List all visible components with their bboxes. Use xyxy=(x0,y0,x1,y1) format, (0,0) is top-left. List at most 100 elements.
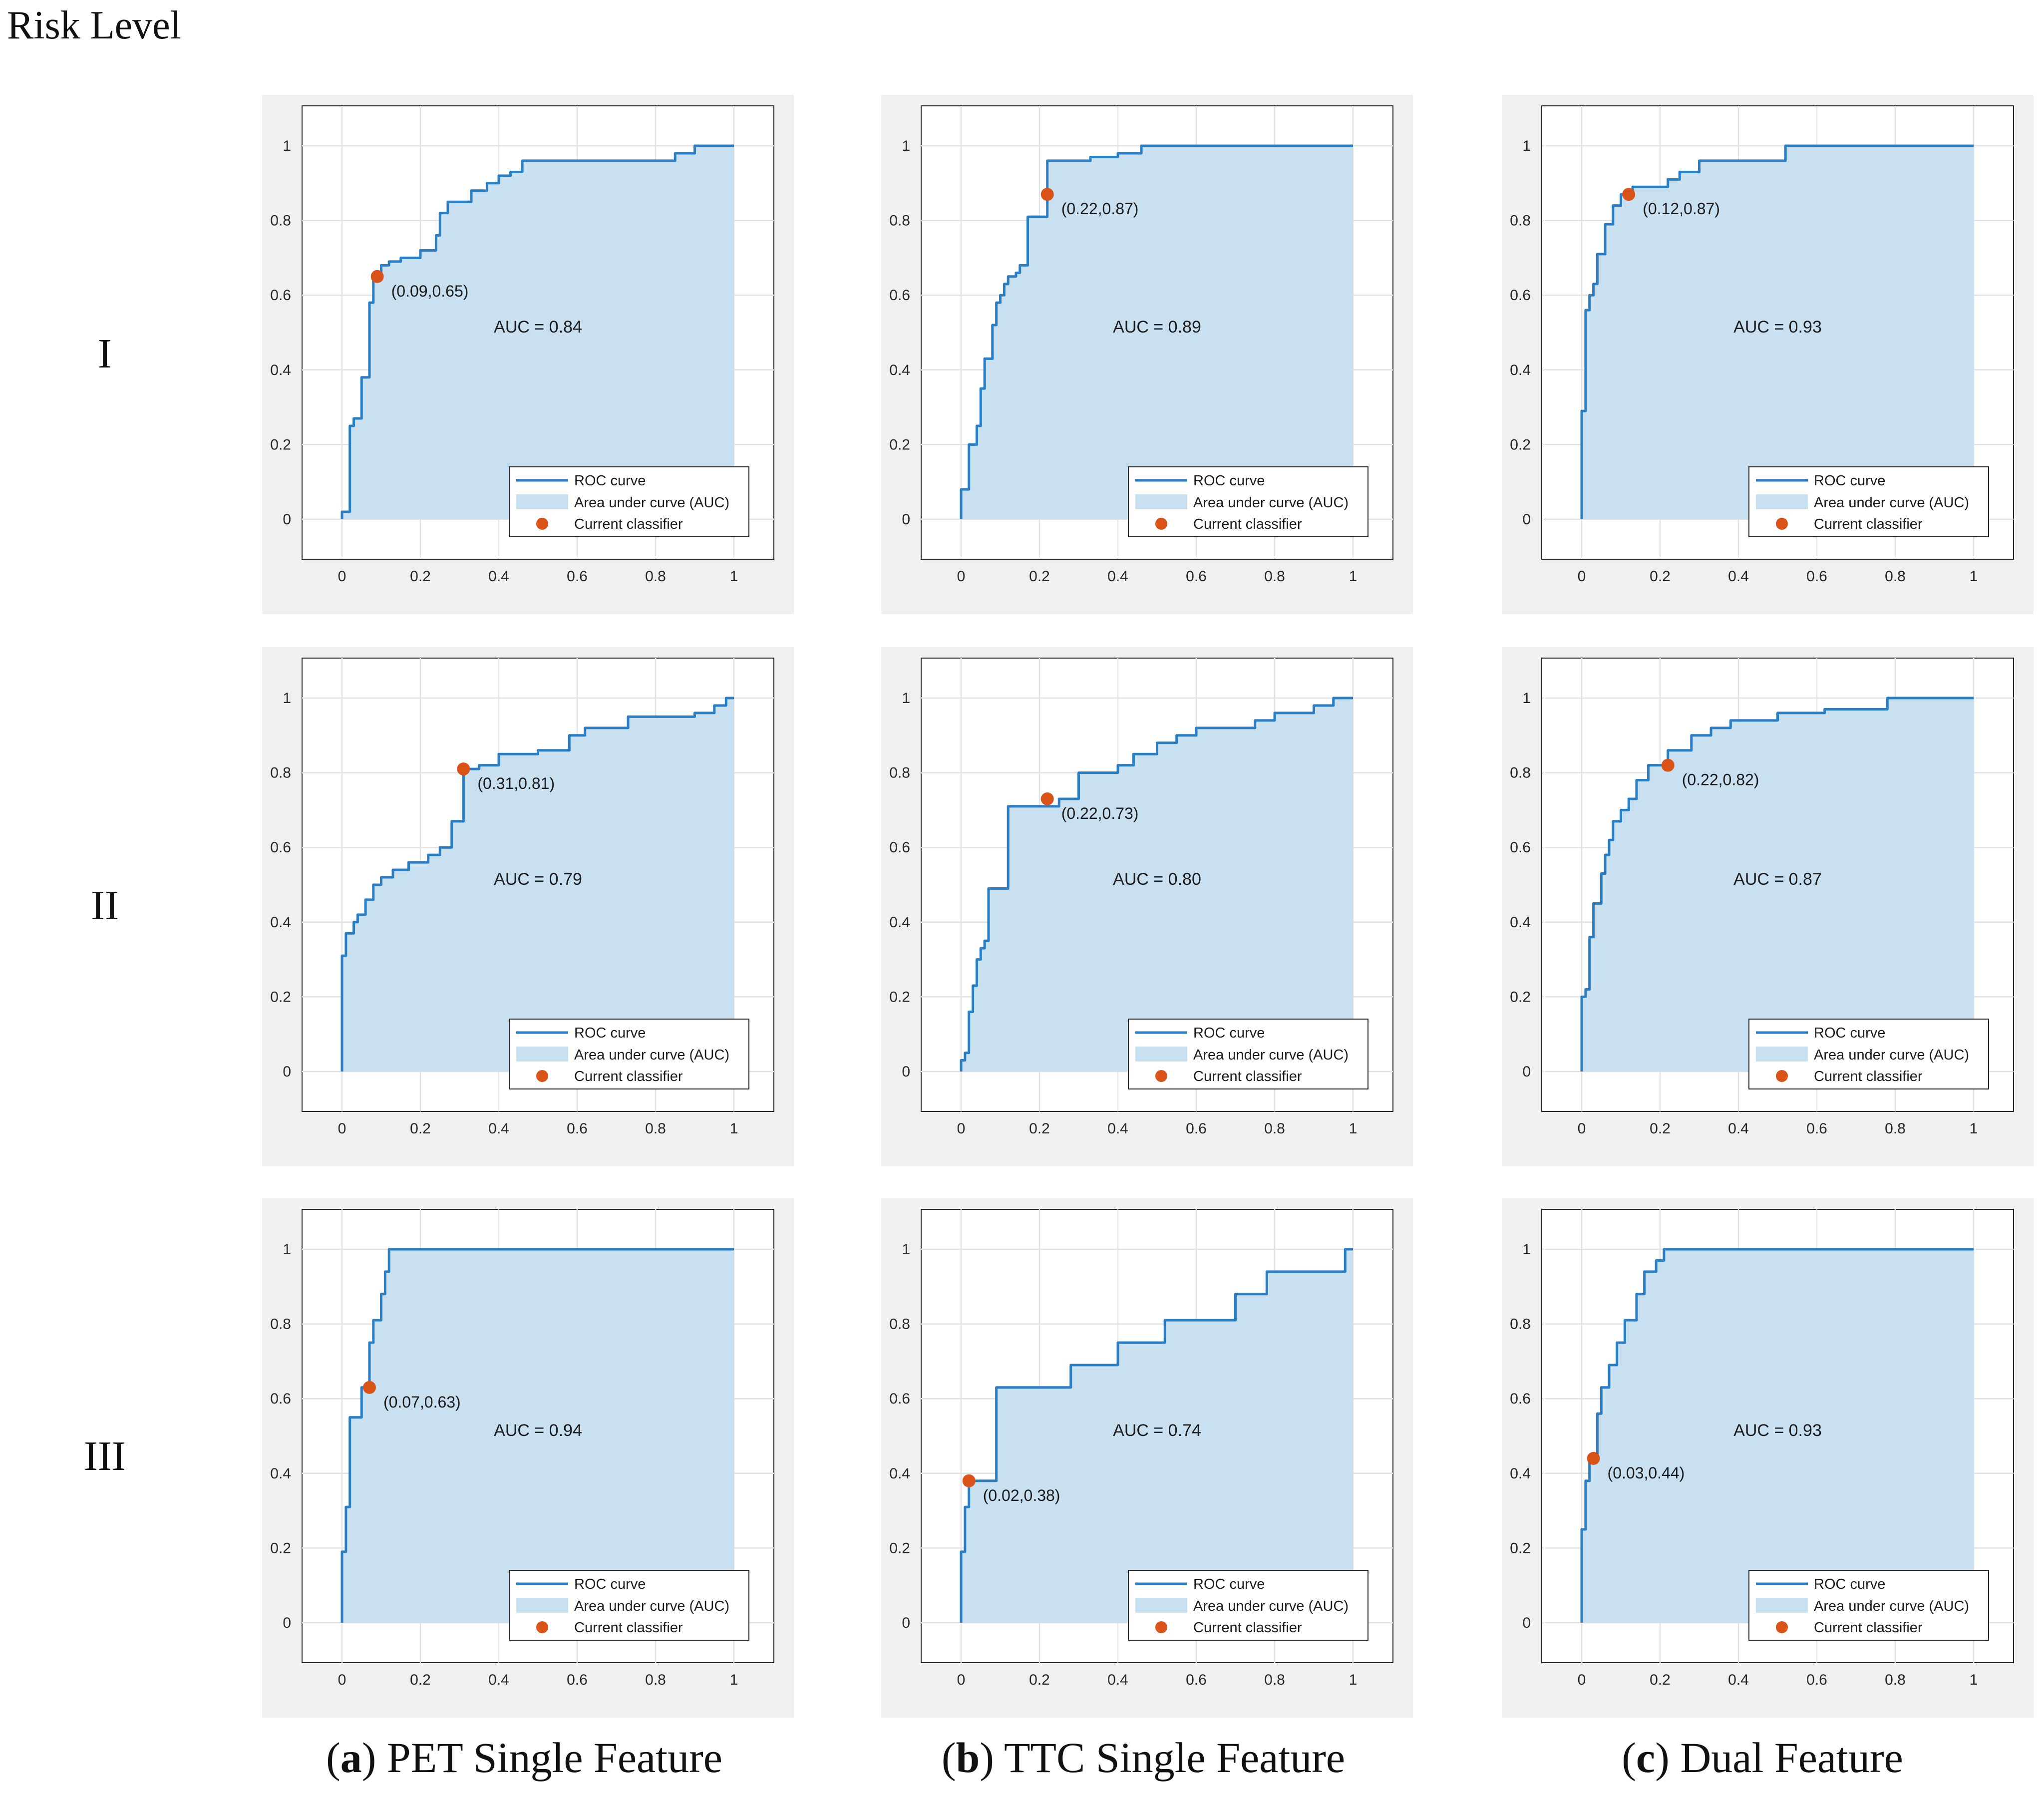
y-tick-label: 0 xyxy=(902,1615,910,1631)
x-tick-label: 0 xyxy=(338,1120,346,1137)
y-tick-label: 0.6 xyxy=(270,287,291,304)
legend-area-swatch xyxy=(1135,1598,1187,1613)
auc-area xyxy=(961,146,1353,519)
x-tick-label: 0 xyxy=(338,568,346,585)
y-tick-label: 0.8 xyxy=(889,213,910,229)
legend-classifier-swatch xyxy=(1776,1070,1788,1082)
roc-chart-iii-a: 0 0 0.2 0.2 0.4 0.4 0.6 0.6 0.8 0.8 1 1 (0.07,0.63) A… xyxy=(262,1198,794,1718)
x-tick-label: 0 xyxy=(1578,568,1586,585)
roc-curve-line xyxy=(960,1248,1353,1623)
auc-value-label: AUC = 0.74 xyxy=(1113,1421,1201,1440)
y-tick-label: 0.4 xyxy=(889,914,910,931)
legend-roc-label: ROC curve xyxy=(1814,1576,1885,1592)
x-tick-label: 0.8 xyxy=(645,568,666,585)
legend-classifier-swatch xyxy=(1776,1621,1788,1633)
x-tick-label: 0.8 xyxy=(1885,568,1906,585)
roc-curve-line xyxy=(1580,697,1974,1072)
y-tick-label: 0.4 xyxy=(270,914,291,931)
roc-chart-i-a: 0 0 0.2 0.2 0.4 0.4 0.6 0.6 0.8 0.8 1 1 (0.09,0.65) A… xyxy=(262,95,794,614)
y-tick-label: 0.2 xyxy=(270,989,291,1005)
y-tick-label: 0.2 xyxy=(1510,436,1531,453)
x-tick-label: 0.8 xyxy=(1264,568,1285,585)
x-tick-label: 0.2 xyxy=(1029,568,1050,585)
x-tick-label: 0.4 xyxy=(1728,1672,1749,1688)
legend-classifier-label: Current classifier xyxy=(574,1620,683,1636)
y-tick-label: 1 xyxy=(1522,690,1531,707)
roc-chart-ii-b: 0 0 0.2 0.2 0.4 0.4 0.6 0.6 0.8 0.8 1 1 (0.22,0.73) A… xyxy=(881,647,1413,1166)
legend-area-swatch xyxy=(1756,494,1808,509)
roc-curve-line xyxy=(1580,1248,1974,1623)
x-tick-label: 0.2 xyxy=(1029,1120,1050,1137)
auc-area xyxy=(1582,146,1974,519)
y-tick-label: 0.2 xyxy=(270,1540,291,1556)
auc-value-label: AUC = 0.94 xyxy=(494,1421,582,1440)
y-tick-label: 0.6 xyxy=(1510,287,1531,304)
x-tick-label: 0.6 xyxy=(1186,1672,1207,1688)
y-tick-label: 0 xyxy=(1522,511,1531,528)
x-tick-label: 0.6 xyxy=(567,1120,588,1137)
x-tick-label: 0.6 xyxy=(1806,568,1827,585)
auc-value-label: AUC = 0.84 xyxy=(494,318,582,337)
roc-chart-iii-c: 0 0 0.2 0.2 0.4 0.4 0.6 0.6 0.8 0.8 1 1 (0.03,0.44) A… xyxy=(1502,1198,2034,1718)
y-tick-label: 0.4 xyxy=(889,1465,910,1482)
roc-chart-i-b: 0 0 0.2 0.2 0.4 0.4 0.6 0.6 0.8 0.8 1 1 (0.22,0.87) A… xyxy=(881,95,1413,614)
y-tick-label: 0 xyxy=(283,1615,291,1631)
legend-classifier-label: Current classifier xyxy=(1193,516,1302,532)
legend-area-label: Area under curve (AUC) xyxy=(574,495,729,511)
legend-classifier-swatch xyxy=(1776,518,1788,530)
legend-roc-label: ROC curve xyxy=(574,1025,646,1041)
legend-classifier-swatch xyxy=(536,1070,548,1082)
x-tick-label: 0 xyxy=(957,1672,966,1688)
x-tick-label: 0 xyxy=(1578,1672,1586,1688)
classifier-point-label: (0.07,0.63) xyxy=(383,1393,461,1411)
legend-roc-label: ROC curve xyxy=(574,1576,646,1592)
legend-area-label: Area under curve (AUC) xyxy=(1814,1598,1969,1614)
auc-area xyxy=(342,146,734,519)
legend-area-swatch xyxy=(1135,1047,1187,1062)
y-tick-label: 0.4 xyxy=(270,362,291,378)
y-tick-label: 1 xyxy=(1522,1241,1531,1258)
auc-area xyxy=(961,1249,1353,1623)
auc-value-label: AUC = 0.87 xyxy=(1733,870,1822,889)
x-tick-label: 0.8 xyxy=(1885,1120,1906,1137)
x-tick-label: 1 xyxy=(1349,1672,1358,1688)
x-tick-label: 0.8 xyxy=(1885,1672,1906,1688)
x-tick-label: 0.6 xyxy=(567,568,588,585)
legend-roc-label: ROC curve xyxy=(1193,1025,1265,1041)
y-tick-label: 0.6 xyxy=(270,839,291,856)
y-tick-label: 0.2 xyxy=(889,436,910,453)
y-tick-label: 0 xyxy=(1522,1615,1531,1631)
legend-classifier-swatch xyxy=(1155,1621,1167,1633)
y-tick-label: 0 xyxy=(1522,1064,1531,1080)
legend-area-label: Area under curve (AUC) xyxy=(1814,495,1969,511)
legend-area-label: Area under curve (AUC) xyxy=(1193,1598,1349,1614)
legend-area-swatch xyxy=(1756,1047,1808,1062)
y-tick-label: 1 xyxy=(902,1241,910,1258)
risk-level-header: Risk Level xyxy=(7,3,181,47)
auc-value-label: AUC = 0.80 xyxy=(1113,870,1201,889)
classifier-point-label: (0.22,0.73) xyxy=(1061,804,1139,822)
y-tick-label: 0.8 xyxy=(1510,1316,1531,1333)
y-tick-label: 0.8 xyxy=(889,1316,910,1333)
x-tick-label: 0.4 xyxy=(488,568,509,585)
y-tick-label: 0.8 xyxy=(1510,765,1531,781)
x-tick-label: 0.8 xyxy=(645,1120,666,1137)
legend-classifier-label: Current classifier xyxy=(574,1069,683,1084)
classifier-point-label: (0.09,0.65) xyxy=(391,282,469,300)
x-tick-label: 0.4 xyxy=(1107,1120,1128,1137)
y-tick-label: 0.6 xyxy=(889,287,910,304)
y-tick-label: 0 xyxy=(283,1064,291,1080)
roc-curve-line xyxy=(1580,144,1974,519)
y-tick-label: 0.6 xyxy=(270,1391,291,1407)
y-tick-label: 1 xyxy=(283,138,291,154)
row-label-iii: III xyxy=(84,1433,126,1479)
y-tick-label: 0.8 xyxy=(270,765,291,781)
current-classifier-marker xyxy=(1661,758,1675,772)
legend-classifier-swatch xyxy=(1155,518,1167,530)
roc-chart-ii-c: 0 0 0.2 0.2 0.4 0.4 0.6 0.6 0.8 0.8 1 1 (0.22,0.82) A… xyxy=(1502,647,2034,1166)
roc-curve-line xyxy=(960,697,1353,1072)
y-tick-label: 0.6 xyxy=(889,1391,910,1407)
y-tick-label: 0.6 xyxy=(1510,839,1531,856)
current-classifier-marker xyxy=(1040,792,1054,805)
legend-area-swatch xyxy=(516,494,568,509)
